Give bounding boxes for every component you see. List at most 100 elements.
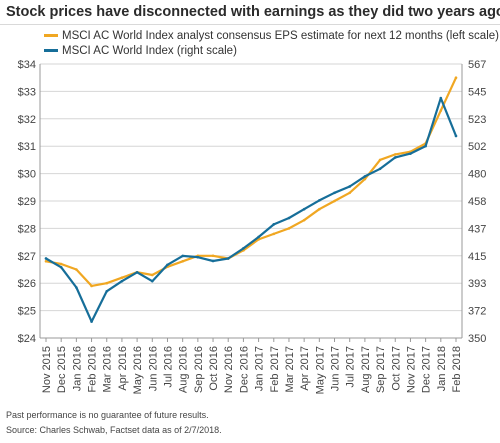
eps-data-point	[181, 259, 184, 263]
disclaimer-note: Past performance is no guarantee of futu…	[6, 410, 209, 420]
x-tick-label: Sep 2017	[375, 346, 387, 393]
eps-data-point	[378, 158, 382, 162]
index-data-point	[302, 207, 306, 211]
index-data-point	[75, 286, 78, 289]
x-tick-label: Apr 2016	[117, 346, 129, 391]
x-tick-label: Feb 2016	[87, 346, 99, 392]
y-left-tick-label: $25	[18, 306, 36, 318]
index-data-point	[120, 279, 124, 283]
index-data-point	[105, 289, 109, 293]
index-data-point	[318, 199, 321, 202]
y-right-tick-label: 567	[468, 59, 486, 71]
y-right-tick-label: 480	[468, 169, 486, 181]
x-tick-label: Dec 2017	[421, 346, 433, 393]
y-left-tick-label: $27	[18, 251, 36, 263]
index-data-point	[454, 134, 458, 138]
x-tick-label: Jan 2018	[436, 346, 448, 391]
eps-data-point	[90, 284, 93, 288]
title-divider	[0, 24, 500, 25]
legend-swatch-index	[44, 49, 58, 52]
eps-data-point	[454, 76, 458, 79]
world-index-line	[44, 96, 458, 323]
y-right-tick-label: 372	[468, 306, 486, 318]
x-tick-label: Oct 2017	[390, 346, 402, 391]
eps-data-point	[333, 199, 336, 203]
y-left-tick-label: $30	[18, 169, 36, 181]
index-data-point	[348, 185, 352, 188]
index-data-point	[226, 257, 230, 260]
x-tick-label: Jan 2017	[254, 346, 266, 391]
y-right-tick-label: 523	[468, 114, 486, 126]
eps-data-point	[150, 273, 154, 277]
legend-item-eps: MSCI AC World Index analyst consensus EP…	[44, 28, 499, 43]
index-data-point	[242, 247, 245, 250]
index-data-point	[196, 255, 200, 259]
eps-data-point	[272, 232, 276, 236]
eps-data-point	[120, 276, 124, 280]
eps-data-point	[348, 191, 352, 195]
index-data-point	[439, 96, 443, 100]
y-left-tick-label: $29	[18, 196, 36, 208]
x-tick-label: Jun 2017	[330, 346, 342, 391]
eps-data-point	[439, 109, 443, 112]
x-tick-label: Dec 2015	[56, 346, 68, 393]
y-left-tick-label: $34	[18, 59, 36, 71]
eps-data-point	[393, 153, 397, 156]
y-left-tick-label: $33	[18, 86, 36, 98]
x-tick-label: Mar 2017	[284, 346, 296, 392]
chart-legend: MSCI AC World Index analyst consensus EP…	[44, 28, 499, 58]
index-data-point	[257, 235, 260, 239]
index-data-point	[150, 279, 154, 283]
legend-label-eps: MSCI AC World Index analyst consensus EP…	[62, 29, 499, 42]
y-right-tick-label: 393	[468, 278, 486, 290]
index-data-point	[211, 259, 215, 263]
eps-data-point	[59, 262, 63, 266]
chart-title: Stock prices have disconnected with earn…	[6, 4, 500, 20]
index-data-point	[44, 257, 48, 260]
legend-item-index: MSCI AC World Index (right scale)	[44, 43, 499, 58]
y-right-tick-label: 437	[468, 223, 486, 235]
x-tick-label: Nov 2017	[405, 346, 417, 393]
index-data-point	[378, 167, 382, 171]
eps-estimate-line	[44, 76, 458, 287]
x-tick-label: Feb 2018	[451, 346, 463, 392]
x-tick-label: Apr 2017	[299, 346, 311, 391]
x-tick-label: Oct 2016	[208, 346, 220, 391]
index-data-point	[333, 191, 336, 195]
x-tick-label: Jul 2017	[345, 346, 357, 388]
source-note: Source: Charles Schwab, Factset data as …	[6, 425, 222, 435]
index-data-point	[393, 156, 397, 159]
x-tick-label: Aug 2016	[178, 346, 190, 393]
index-data-point	[90, 320, 93, 323]
y-left-tick-label: $31	[18, 141, 36, 153]
index-data-point	[166, 263, 169, 267]
index-data-point	[363, 175, 367, 178]
y-left-tick-label: $26	[18, 278, 36, 290]
y-left-tick-label: $24	[18, 333, 36, 345]
index-data-point	[272, 223, 276, 226]
eps-data-point	[287, 227, 291, 230]
x-tick-label: May 2017	[314, 346, 326, 394]
x-tick-label: Sep 2016	[193, 346, 205, 393]
x-tick-label: Aug 2017	[360, 346, 372, 393]
index-data-point	[181, 254, 184, 258]
y-right-tick-label: 458	[468, 196, 486, 208]
x-tick-label: Jun 2016	[147, 346, 159, 391]
index-data-point	[409, 152, 412, 155]
legend-label-index: MSCI AC World Index (right scale)	[62, 44, 237, 57]
y-right-tick-label: 415	[468, 251, 486, 263]
y-right-tick-label: 502	[468, 141, 486, 153]
eps-data-point	[211, 254, 215, 258]
index-data-point	[135, 271, 139, 274]
eps-data-point	[318, 207, 321, 211]
x-tick-label: May 2016	[132, 346, 144, 394]
x-tick-label: Nov 2016	[223, 346, 235, 393]
x-tick-label: Nov 2015	[41, 346, 53, 393]
eps-data-point	[44, 259, 48, 263]
index-data-point	[59, 265, 63, 269]
x-tick-label: Dec 2016	[238, 346, 250, 393]
x-tick-label: Jul 2016	[162, 346, 174, 388]
y-left-tick-label: $28	[18, 223, 36, 235]
x-tick-label: Mar 2016	[102, 346, 114, 392]
